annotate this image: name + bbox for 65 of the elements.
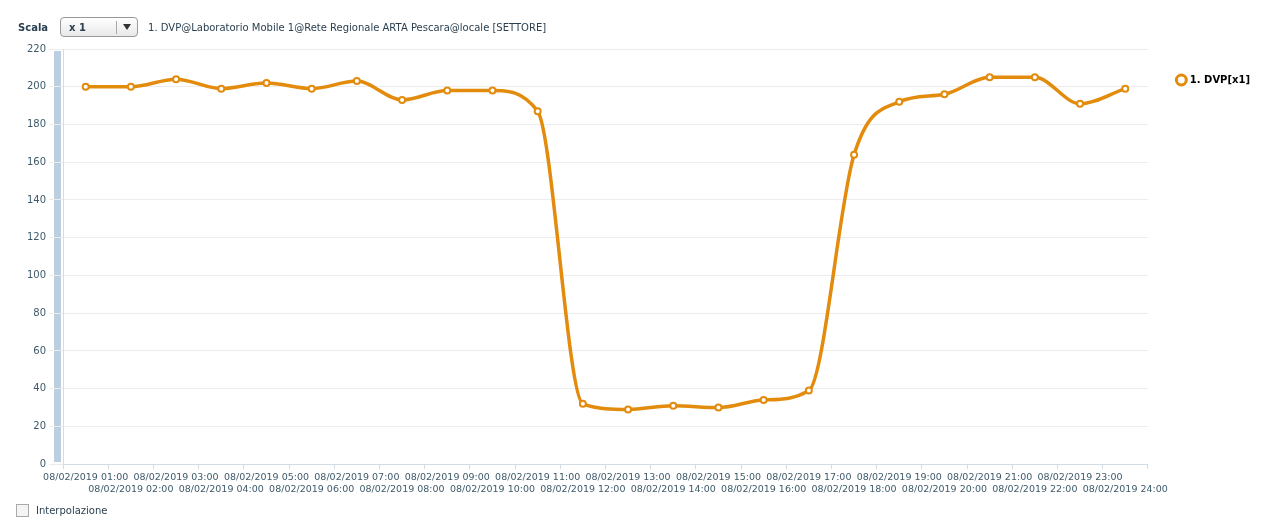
point [1030, 73, 1039, 82]
y-tick-label: 220 [26, 42, 47, 54]
text: Interpolazione [36, 505, 108, 516]
point [217, 84, 226, 93]
chart-title: 1. DVP@Laboratorio Mobile 1@Rete Regionale ARTA Pescara@locale [SETTORE] [148, 21, 547, 33]
point [624, 405, 633, 414]
x-tick-label: 08/02/2019 11:00 [495, 471, 581, 483]
x-tick-label: 08/02/2019 08:00 [359, 482, 445, 494]
point [533, 107, 542, 116]
point [669, 401, 678, 410]
text: Scala [18, 21, 49, 33]
x-tick-label: 08/02/2019 21:00 [947, 471, 1033, 483]
point [985, 73, 994, 82]
point [804, 386, 813, 395]
x-tick-label: 08/02/2019 04:00 [178, 482, 264, 494]
x-tick-label: 08/02/2019 02:00 [88, 482, 174, 494]
x-tick-label: 08/02/2019 03:00 [133, 471, 219, 483]
point [578, 399, 587, 408]
x-tick-label: 08/02/2019 18:00 [811, 482, 897, 494]
x-tick-label: 08/02/2019 20:00 [901, 482, 988, 494]
text: x 1 [69, 21, 86, 33]
x-tick-label: 08/02/2019 24:00 [1082, 482, 1168, 494]
point [714, 403, 723, 412]
point [759, 396, 768, 405]
y-tick-label: 40 [33, 382, 47, 394]
point [172, 75, 181, 84]
x-tick-label: 08/02/2019 22:00 [992, 482, 1078, 494]
point [850, 150, 859, 159]
x-tick-label: 08/02/2019 15:00 [675, 471, 762, 483]
point [262, 78, 271, 87]
y-tick-label: 60 [33, 344, 47, 356]
legend-label: 1. DVP[x1] [1189, 73, 1250, 85]
y-tick-label: 0 [39, 457, 47, 469]
x-tick-label: 08/02/2019 06:00 [269, 482, 355, 494]
x-tick-label: 08/02/2019 16:00 [721, 482, 807, 494]
point [1121, 84, 1130, 93]
x-tick-label: 08/02/2019 07:00 [314, 471, 400, 483]
point [352, 77, 361, 86]
x-tick-label: 08/02/2019 14:00 [630, 482, 716, 494]
y-tick-label: 200 [26, 80, 47, 92]
point [126, 82, 135, 91]
x-tick-label: 08/02/2019 12:00 [540, 482, 626, 494]
y-tick-label: 100 [26, 269, 47, 281]
x-tick-label: 08/02/2019 09:00 [404, 471, 490, 483]
y-tick-label: 80 [33, 306, 47, 318]
x-tick-label: 08/02/2019 10:00 [449, 482, 536, 494]
point [81, 82, 90, 91]
y-tick-label: 160 [26, 155, 47, 167]
x-tick-label: 08/02/2019 01:00 [43, 471, 129, 483]
x-tick-label: 08/02/2019 19:00 [856, 471, 942, 483]
x-tick-label: 08/02/2019 17:00 [766, 471, 852, 483]
x-tick-label: 08/02/2019 23:00 [1037, 471, 1123, 483]
point [940, 90, 949, 99]
y-tick-label: 140 [26, 193, 47, 205]
x-tick-label: 08/02/2019 13:00 [585, 471, 671, 483]
y-tick-label: 120 [26, 231, 47, 243]
point [398, 95, 407, 104]
x-tick-label: 08/02/2019 05:00 [223, 471, 310, 483]
y-tick-label: 180 [26, 118, 47, 130]
y-tick-label: 20 [33, 420, 47, 432]
point [443, 86, 452, 95]
point [307, 84, 316, 93]
point [488, 86, 497, 95]
point [895, 97, 904, 106]
point [1076, 99, 1085, 108]
